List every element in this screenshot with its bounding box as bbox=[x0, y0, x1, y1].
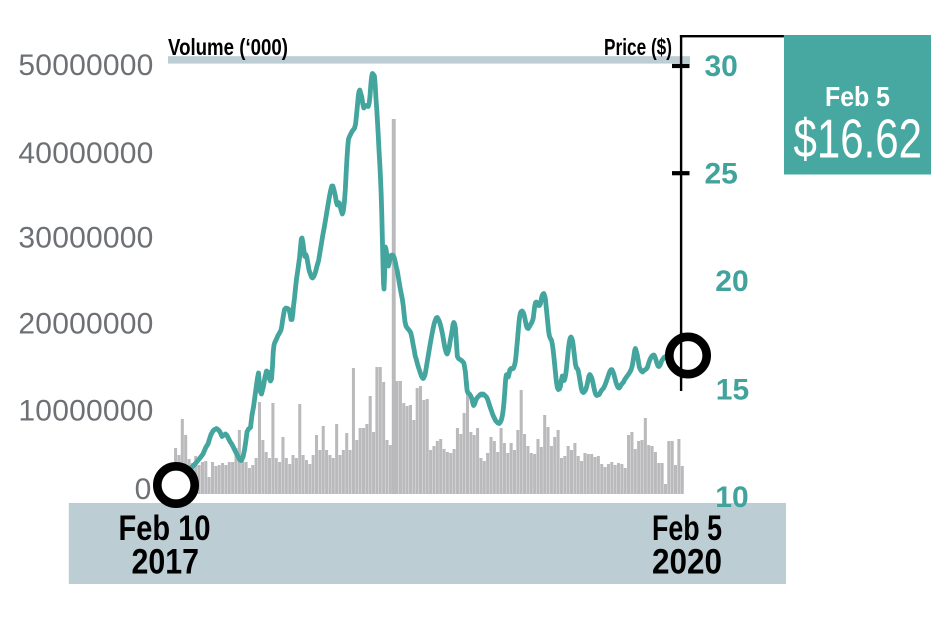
svg-text:Feb 5: Feb 5 bbox=[652, 509, 722, 548]
svg-text:2020: 2020 bbox=[652, 543, 722, 582]
svg-text:40000000: 40000000 bbox=[18, 137, 153, 170]
svg-text:20: 20 bbox=[715, 265, 748, 298]
svg-text:10000000: 10000000 bbox=[18, 395, 153, 428]
svg-text:Feb 10: Feb 10 bbox=[119, 509, 211, 548]
svg-text:2017: 2017 bbox=[132, 543, 200, 582]
svg-text:Volume (‘000): Volume (‘000) bbox=[168, 34, 288, 60]
svg-text:0: 0 bbox=[135, 473, 152, 506]
svg-text:Feb 5: Feb 5 bbox=[825, 81, 890, 112]
svg-text:30: 30 bbox=[705, 50, 738, 83]
svg-text:10: 10 bbox=[715, 481, 748, 514]
svg-text:$16.62: $16.62 bbox=[794, 108, 923, 170]
svg-text:25: 25 bbox=[705, 158, 738, 191]
svg-text:30000000: 30000000 bbox=[18, 222, 153, 255]
svg-text:20000000: 20000000 bbox=[18, 308, 153, 341]
svg-text:Price ($): Price ($) bbox=[604, 34, 672, 60]
svg-text:50000000: 50000000 bbox=[18, 49, 153, 82]
svg-text:15: 15 bbox=[716, 374, 749, 407]
